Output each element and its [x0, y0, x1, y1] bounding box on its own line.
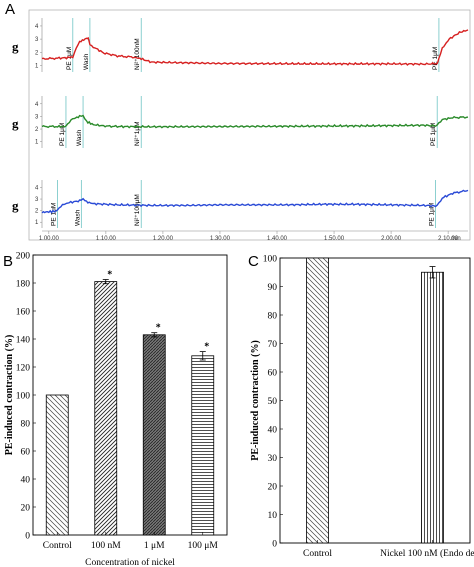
trace-2-marker-label: PE 1μM — [50, 203, 57, 226]
panel-c-bar — [306, 257, 329, 544]
trace-2-line — [41, 189, 469, 214]
panel-c-ylabel: PE-induced contraction (%) — [250, 340, 261, 461]
panel-b-significance: * — [204, 342, 209, 353]
panel-b-ytick-label: 160 — [16, 308, 31, 318]
trace-1-ytick-label: 3 — [35, 114, 39, 120]
trace-1-ylabel: g — [12, 116, 19, 131]
panel-c-letter: C — [248, 253, 259, 270]
trace-2-ytick-label: 4 — [35, 185, 39, 191]
panel-c-category-label: Control — [303, 549, 332, 559]
panel-b-letter: B — [3, 253, 13, 270]
trace-0-ytick-label: 2 — [35, 50, 39, 56]
panel-c-bar — [421, 271, 444, 544]
panel-a-traces: g 1 2 3 4 PE 1μM Wash Ni²⁺100nM PE 1μM g 1 2 3 4 PE 1μ… — [12, 18, 469, 242]
trace-1-line — [41, 114, 469, 129]
trace-2-ytick-label: 3 — [35, 197, 39, 203]
trace-1-marker-label: Wash — [76, 129, 83, 146]
panel-c-ytick-label: 20 — [268, 483, 278, 493]
panel-a-xtick-label: 1.40.00 — [267, 236, 288, 242]
panel-b-category-label: 100 μM — [188, 541, 219, 551]
panel-c-ytick-label: 60 — [268, 369, 278, 379]
trace-2-ytick-label: 1 — [35, 220, 39, 226]
panel-b-bar — [142, 334, 166, 536]
panel-a-x-unit: min — [451, 236, 461, 242]
panel-c-ytick-label: 10 — [268, 511, 278, 521]
panel-b-ylabel: PE-induced contraction (%) — [4, 335, 15, 456]
trace-0-ytick-label: 3 — [35, 37, 39, 43]
trace-0-marker-label: Wash — [83, 53, 90, 70]
panel-b-significance: * — [156, 323, 161, 334]
panel-b-ytick-label: 40 — [21, 476, 31, 486]
trace-0-marker-label: PE 1μM — [66, 47, 73, 70]
trace-2-marker-label: PE 1μM — [428, 203, 435, 226]
panel-b-chart: 0 20 40 60 80 100 120 140 160 180 200 Control * 100 n… — [4, 252, 228, 567]
panel-b-ytick-label: 200 — [16, 252, 31, 262]
panel-c-ytick-label: 50 — [268, 397, 278, 407]
panel-c-ytick-label: 70 — [268, 340, 278, 350]
panel-c-ytick-label: 30 — [268, 454, 278, 464]
panel-b-category-label: 100 nM — [91, 541, 121, 551]
panel-a-xtick-label: 1.20.00 — [153, 236, 174, 242]
panel-b-ytick-label: 80 — [21, 420, 31, 430]
panel-c-ytick-label: 0 — [272, 540, 277, 550]
trace-2-ytick-label: 2 — [35, 209, 39, 215]
trace-1-ytick-label: 1 — [35, 140, 39, 146]
panel-a-xtick-label: 1.30.00 — [210, 236, 231, 242]
trace-1-ytick-label: 4 — [35, 102, 39, 108]
panel-c-ytick-label: 90 — [268, 283, 278, 293]
trace-1-ytick-label: 2 — [35, 127, 39, 133]
panel-b-bar — [94, 281, 118, 536]
panel-b-ytick-label: 100 — [16, 392, 31, 402]
trace-2-marker-label: Wash — [74, 209, 81, 226]
panel-a-letter: A — [5, 1, 15, 18]
trace-2-ylabel: g — [12, 198, 19, 213]
panel-b-category-label: 1 μM — [144, 541, 165, 551]
trace-0-ytick-label: 4 — [35, 24, 39, 30]
trace-0-line — [41, 29, 469, 66]
panel-b-significance: * — [107, 270, 112, 281]
trace-1-marker-label: PE 1μM — [59, 123, 66, 146]
panel-c-ytick-label: 80 — [268, 312, 278, 322]
panel-b-xlabel: Concentration of nickel — [85, 557, 175, 567]
panel-c-category-label: Nickel 100 nM (Endo denuded) — [380, 548, 474, 559]
trace-0-marker-label: Ni²⁺100nM — [134, 38, 141, 70]
panel-b-ytick-label: 180 — [16, 280, 31, 290]
panel-b-ytick-label: 0 — [25, 532, 30, 542]
trace-0-marker-label: PE 1μM — [432, 47, 439, 70]
trace-0-ylabel: g — [12, 39, 19, 54]
panel-b-ytick-label: 140 — [16, 336, 31, 346]
panel-b-bar — [45, 394, 69, 536]
panel-b-category-label: Control — [43, 541, 72, 551]
panel-b-ytick-label: 120 — [16, 364, 31, 374]
trace-0-ytick-label: 1 — [35, 63, 39, 69]
panel-b-ytick-label: 60 — [21, 448, 31, 458]
panel-b-bar — [191, 355, 215, 536]
panel-c-chart: 0 10 20 30 40 50 60 70 80 90 100 Control Nickel 100 … — [250, 255, 474, 560]
panel-a-xtick-label: 1.50.00 — [324, 236, 345, 242]
panel-b-ytick-label: 20 — [21, 504, 31, 514]
panel-c-ytick-label: 100 — [263, 255, 278, 265]
trace-2-marker-label: Ni²⁺100μM — [134, 194, 141, 226]
panel-a-xtick-label: 1.00.00 — [39, 236, 60, 242]
panel-a-xtick-label: 2.00.00 — [381, 236, 402, 242]
panel-a-xtick-label: 1.10.00 — [96, 236, 117, 242]
panel-c-ytick-label: 40 — [268, 426, 278, 436]
trace-1-marker-label: Ni²⁺1μM — [134, 121, 141, 146]
trace-1-marker-label: PE 1μM — [430, 123, 437, 146]
panel-a-xtick-label: 2.10.00 — [438, 236, 459, 242]
